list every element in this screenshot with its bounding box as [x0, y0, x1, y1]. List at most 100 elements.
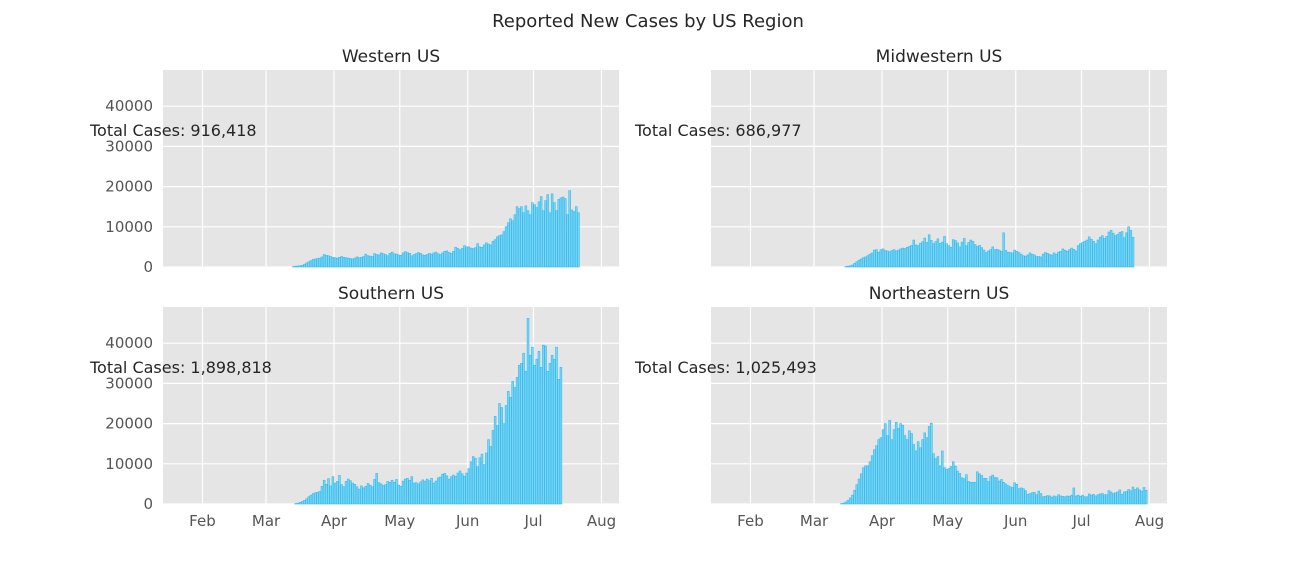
subplot-title: Western US	[342, 47, 440, 67]
bar	[489, 244, 492, 268]
bar	[886, 250, 889, 268]
bar	[1123, 237, 1126, 268]
bar	[430, 253, 433, 268]
bar	[414, 482, 418, 505]
bar	[485, 452, 488, 505]
bar	[1103, 494, 1106, 505]
bar	[1125, 491, 1128, 505]
bar	[336, 481, 339, 505]
subplot-title: Midwestern US	[876, 47, 1003, 67]
bar	[511, 381, 514, 505]
bar	[399, 486, 403, 505]
bar	[967, 481, 970, 505]
bar	[1044, 496, 1047, 505]
bar	[434, 251, 438, 268]
bar	[1035, 256, 1038, 268]
bar	[408, 253, 411, 268]
bar	[489, 446, 492, 505]
bar	[1037, 256, 1040, 268]
bar	[1079, 496, 1082, 505]
bar	[956, 242, 959, 268]
bar	[1028, 493, 1032, 505]
bar	[1009, 252, 1012, 268]
bar	[842, 502, 845, 505]
bar	[967, 242, 970, 268]
bar	[914, 244, 918, 268]
bar	[1109, 491, 1113, 505]
bar	[399, 255, 403, 268]
bar	[502, 231, 506, 268]
bar	[572, 211, 576, 268]
bar	[482, 464, 486, 505]
bar	[998, 480, 1001, 505]
bar	[873, 249, 876, 268]
bar	[1030, 253, 1034, 268]
bar	[930, 422, 933, 505]
bar	[881, 429, 885, 505]
bar	[296, 265, 300, 268]
bar	[443, 473, 446, 505]
bar	[1015, 483, 1019, 505]
bar	[474, 247, 477, 268]
bar	[1070, 494, 1073, 505]
bar	[895, 250, 898, 268]
bar	[892, 249, 896, 268]
bar	[467, 246, 471, 268]
bar	[1118, 489, 1122, 505]
bar	[1072, 487, 1076, 505]
bar	[496, 425, 499, 505]
x-tick-label: Mar	[800, 512, 829, 530]
bar	[945, 243, 948, 268]
bar	[434, 480, 438, 505]
bar	[553, 202, 556, 268]
bar	[333, 482, 337, 505]
bar	[1123, 491, 1126, 505]
bar	[890, 250, 894, 268]
bar	[342, 257, 346, 268]
bar	[1041, 253, 1045, 268]
bar	[919, 242, 922, 268]
bar	[1096, 239, 1100, 268]
bar	[447, 478, 451, 505]
subplots: Western US 0 10000 20000 30000 40000 Total Cas…	[89, 47, 1167, 530]
panel-western-us: Western US 0 10000 20000 30000 40000 Total Cas…	[89, 47, 619, 276]
bar	[1055, 496, 1058, 505]
bar	[923, 432, 926, 505]
bar	[881, 248, 885, 268]
bar	[357, 257, 361, 268]
bar	[943, 236, 946, 268]
bar	[476, 466, 479, 505]
bar	[1011, 252, 1014, 268]
bar	[404, 251, 407, 268]
bar	[1009, 486, 1012, 505]
bar	[1094, 243, 1097, 268]
bar	[987, 481, 990, 505]
bar	[954, 240, 957, 268]
bar	[884, 423, 887, 505]
bars	[292, 190, 580, 268]
bar	[846, 500, 850, 505]
bar	[507, 391, 510, 505]
bar	[450, 253, 453, 268]
bar	[1026, 494, 1030, 505]
bar	[461, 248, 464, 268]
bar	[855, 261, 859, 268]
bar	[331, 257, 335, 268]
bar	[425, 254, 429, 268]
bar	[397, 484, 400, 505]
bar	[1085, 239, 1089, 268]
bar	[1127, 226, 1130, 268]
bar	[1118, 232, 1122, 268]
bar	[344, 257, 348, 268]
y-tick-label: 0	[143, 258, 153, 276]
bar	[1039, 256, 1043, 268]
bar	[491, 240, 495, 268]
bar	[432, 482, 435, 505]
bar	[1022, 255, 1025, 268]
total-cases-annotation: Total Cases: 1,898,818	[89, 358, 272, 377]
bar	[947, 468, 951, 505]
bar	[544, 200, 547, 268]
bar	[1000, 251, 1003, 268]
bar	[577, 212, 580, 268]
bar	[428, 253, 431, 268]
